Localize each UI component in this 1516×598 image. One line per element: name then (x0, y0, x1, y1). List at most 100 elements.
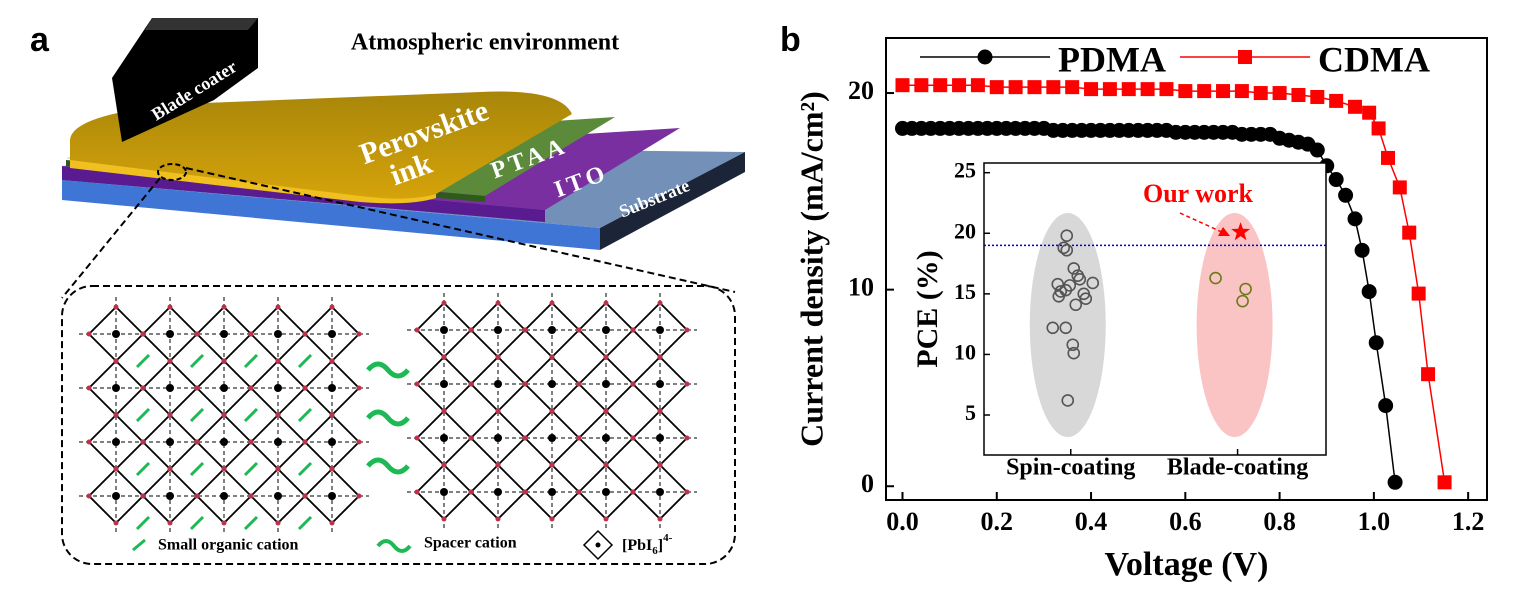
marker (1051, 277, 1065, 291)
annotation: Our work (1143, 179, 1254, 208)
pb-atom (656, 380, 664, 388)
i-atom (603, 300, 609, 306)
marker (1378, 398, 1394, 414)
zoom-spot (157, 163, 187, 181)
zoom-line (185, 167, 736, 293)
i-atom (275, 304, 281, 310)
lattice (79, 293, 697, 533)
marker (1354, 242, 1370, 258)
small-cation (189, 515, 205, 531)
y-tick-label: 20 (954, 218, 976, 243)
i-atom (414, 327, 420, 333)
marker (1347, 211, 1363, 227)
pb-atom (220, 384, 228, 392)
i-atom (356, 385, 362, 391)
marker (1066, 338, 1080, 352)
marker (1381, 150, 1396, 165)
i-atom (414, 435, 420, 441)
substrate-front (62, 180, 600, 250)
i-atom (275, 358, 281, 364)
i-atom (495, 462, 501, 468)
small-cation (189, 407, 205, 423)
y-tick-label: 15 (954, 279, 976, 304)
i-atom (356, 493, 362, 499)
small-cation (243, 353, 259, 369)
i-atom (113, 466, 119, 472)
i-atom (140, 385, 146, 391)
i-atom (302, 331, 308, 337)
i-atom (495, 408, 501, 414)
i-atom (657, 354, 663, 360)
pb-atom (328, 438, 336, 446)
i-atom (221, 412, 227, 418)
i-atom (414, 489, 420, 495)
i-atom (522, 327, 528, 333)
marker (1234, 84, 1249, 99)
i-atom (576, 381, 582, 387)
i-atom (221, 358, 227, 364)
i-atom (275, 466, 281, 472)
pb-atom (656, 326, 664, 334)
panel-label: a (30, 21, 50, 59)
perovskite-ink (70, 91, 572, 202)
substrate-side (600, 152, 745, 250)
legend-label: CDMA (1318, 39, 1430, 79)
pb-atom (166, 492, 174, 500)
legend-marker (1238, 50, 1252, 64)
pb-atom (112, 492, 120, 500)
pb-atom (112, 384, 120, 392)
i-atom (113, 304, 119, 310)
i-atom (576, 489, 582, 495)
marker (1067, 262, 1081, 275)
small-cation (297, 353, 313, 369)
i-atom (221, 466, 227, 472)
marker (1309, 142, 1325, 158)
legend-text: [PbI (622, 537, 652, 554)
i-atom (522, 489, 528, 495)
marker (1069, 298, 1083, 312)
i-atom (630, 381, 636, 387)
pb-atom (548, 488, 556, 496)
i-atom (167, 304, 173, 310)
spacer-cation (366, 409, 410, 427)
pb-atom (602, 434, 610, 442)
pb-atom (494, 434, 502, 442)
i-atom (140, 493, 146, 499)
i-atom (630, 435, 636, 441)
legend-text: Spacer cation (424, 535, 517, 552)
i-atom (441, 408, 447, 414)
spacer-cation (366, 457, 410, 475)
i-atom (194, 385, 200, 391)
i-atom (441, 462, 447, 468)
i-atom (248, 331, 254, 337)
marker (1067, 346, 1081, 360)
legend-icon (376, 539, 412, 553)
legend-text: 6 (652, 545, 658, 557)
i-atom (468, 435, 474, 441)
x-tick-label: 0.0 (886, 507, 919, 536)
y-tick-label: 20 (848, 76, 874, 105)
pb-atom (656, 434, 664, 442)
i-atom (167, 412, 173, 418)
i-atom (275, 412, 281, 418)
small-cation (135, 353, 151, 369)
pb-atom (328, 384, 336, 392)
panel-title: Atmospheric environment (351, 30, 619, 56)
i-atom (684, 435, 690, 441)
marker (1084, 82, 1099, 97)
i-atom (603, 354, 609, 360)
i-atom (495, 354, 501, 360)
inset-frame (983, 162, 1327, 456)
i-atom (86, 385, 92, 391)
i-atom (329, 304, 335, 310)
legend-text: Small organic cation (158, 537, 299, 554)
i-atom (441, 354, 447, 360)
x-tick-label: 0.2 (981, 507, 1014, 536)
pb-atom (112, 330, 120, 338)
i-atom (549, 516, 555, 522)
x-tick-label: 0.4 (1075, 507, 1108, 536)
i-atom (522, 381, 528, 387)
legend-text: 4- (663, 532, 673, 544)
marker (933, 78, 948, 93)
